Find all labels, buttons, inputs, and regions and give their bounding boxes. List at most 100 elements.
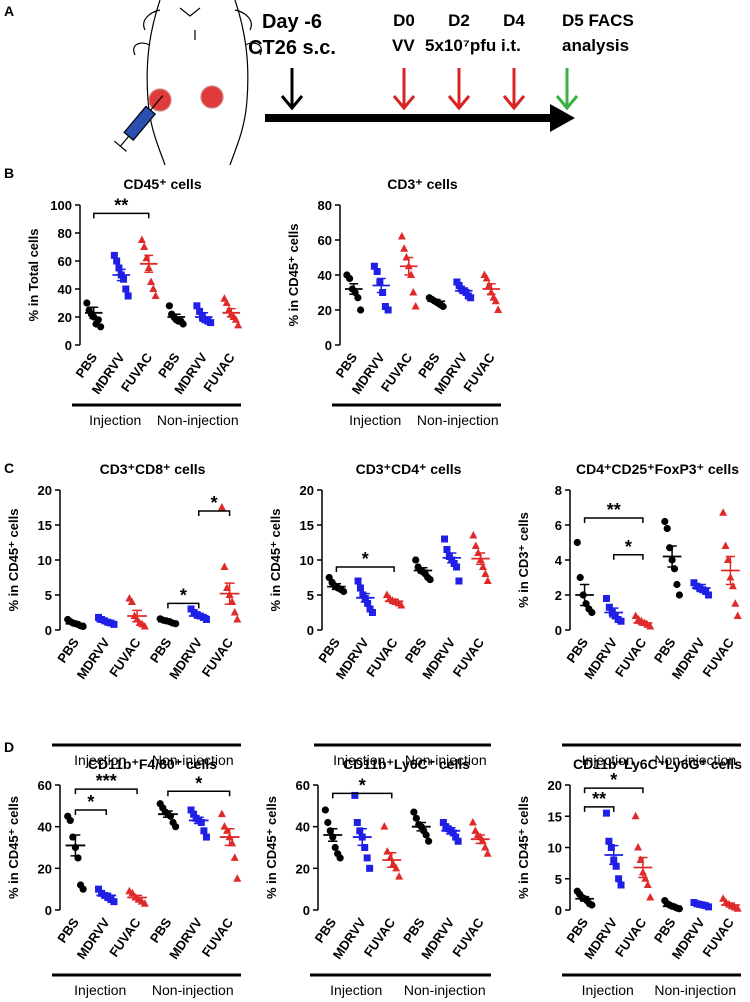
y-tick-label: 20 [300,483,314,498]
error-bar [475,552,486,565]
data-point [721,541,730,549]
x-tick-label: FUVAC [450,635,488,680]
error-bar [725,902,736,908]
data-point [165,302,173,310]
data-point [615,875,623,883]
data-point [230,608,239,616]
error-bar [638,856,648,879]
data-point [346,274,354,283]
error-bar [199,312,209,322]
error-bar [132,609,143,623]
data-point [588,901,596,909]
data-point [425,837,433,845]
timeline-label: Day -6 [262,11,322,33]
timeline-arrows [265,68,579,132]
data-point [467,294,475,302]
error-bar [360,592,370,603]
data-point [368,609,376,616]
x-tick-label: PBS [400,915,428,946]
x-tick-label: PBS [651,915,679,946]
y-axis-label: % in CD45⁺ cells [6,796,21,899]
data-point [95,885,103,893]
panel-label: A [4,3,14,19]
y-axis-label: % in CD45⁺ cells [516,796,531,899]
data-point [661,517,669,526]
y-axis-label: % in CD45⁺ cells [264,796,279,899]
timeline-label: 5x10⁷pfu i.t. [425,36,521,55]
error-bar [357,828,367,847]
significance-label: ** [592,789,606,809]
y-tick-label: 80 [318,198,332,213]
chart-title: CD11b⁺Ly6C⁺ cells [343,756,470,772]
data-point [197,819,205,826]
error-bar [418,566,428,575]
error-bar [328,828,338,842]
y-tick-label: 0 [555,903,562,918]
data-point [97,323,105,331]
data-point [110,251,118,259]
data-point [370,262,378,270]
data-point [617,617,625,625]
data-point [455,577,463,585]
error-bar [70,621,81,626]
error-bar [609,844,619,866]
data-point [410,808,418,816]
data-point [397,232,406,240]
data-point [483,849,492,857]
data-point [172,823,180,831]
data-point [634,843,643,851]
error-bar [696,903,706,907]
data-point [452,833,460,841]
error-bar [193,816,204,825]
x-tick-label: PBS [563,635,591,666]
data-point [384,306,392,314]
y-tick-label: 20 [38,861,52,876]
significance-bracket [335,566,395,572]
x-tick-label: FUVAC [363,635,401,680]
data-point [719,508,728,516]
significance-bracket [198,510,231,516]
data-point [356,584,364,592]
significance-bracket [613,554,644,560]
error-bar [446,826,456,835]
significance-bracket [583,806,615,812]
data-point [491,296,500,305]
error-bar [376,277,386,294]
y-tick-label: 20 [296,861,310,876]
error-bar [667,904,677,909]
data-point [366,864,374,872]
x-tick-label: PBS [147,915,175,946]
data-point [353,819,361,826]
data-point [354,577,362,585]
error-bar [162,810,173,819]
data-point [380,822,389,830]
error-bar [459,287,469,295]
y-tick-label: 0 [555,623,562,638]
data-point [376,278,384,286]
error-bar [667,545,677,568]
data-point [364,599,372,607]
data-point [66,816,74,825]
data-point [140,622,149,630]
y-tick-label: 0 [45,623,52,638]
data-point [357,306,365,314]
y-tick-label: 0 [65,338,72,353]
data-point [675,591,683,599]
panel-label: C [4,460,14,476]
data-point [373,268,381,275]
data-point [336,854,344,862]
group-label: Injection [582,752,634,768]
chart-title: CD4⁺CD25⁺FoxP3⁺ cells [576,461,739,477]
data-point [439,819,447,826]
data-point [673,580,681,589]
y-tick-label: 40 [296,820,310,835]
data-point [361,844,369,851]
data-point [481,843,490,851]
significance-label: ** [607,500,621,520]
data-point [412,556,420,564]
x-tick-label: FUVAC [699,915,737,960]
data-point [441,535,449,543]
error-bar [389,598,399,605]
y-axis-label: % in CD45⁺ cells [268,509,283,612]
x-tick-label: PBS [312,915,340,946]
